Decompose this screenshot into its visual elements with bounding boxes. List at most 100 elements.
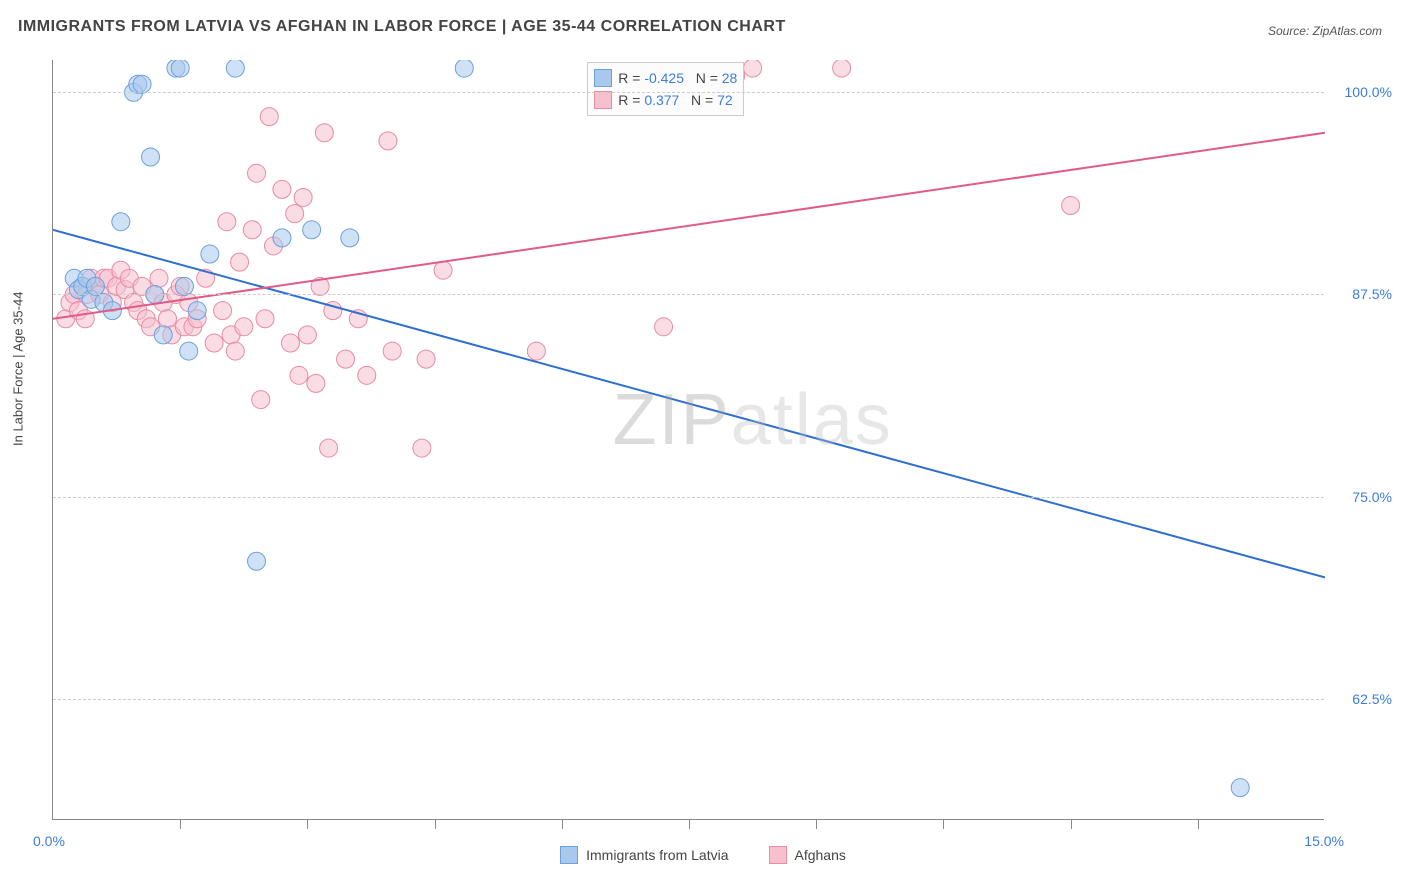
scatter-point — [307, 374, 325, 392]
scatter-point — [434, 261, 452, 279]
trend-line — [53, 133, 1325, 319]
scatter-point — [226, 60, 244, 77]
scatter-point — [154, 326, 172, 344]
scatter-point — [337, 350, 355, 368]
scatter-point — [180, 294, 198, 312]
scatter-point — [99, 269, 117, 287]
scatter-point — [1062, 197, 1080, 215]
scatter-point — [273, 180, 291, 198]
scatter-point — [103, 294, 121, 312]
scatter-point — [379, 132, 397, 150]
scatter-point — [76, 310, 94, 328]
scatter-point — [158, 310, 176, 328]
x-tick — [435, 819, 436, 829]
scatter-point — [286, 205, 304, 223]
scatter-point — [197, 269, 215, 287]
scatter-point — [116, 281, 134, 299]
scatter-point — [222, 326, 240, 344]
scatter-point — [833, 60, 851, 77]
chart-svg — [53, 60, 1325, 820]
scatter-point — [184, 318, 202, 336]
correlation-legend: R = -0.425 N = 28R = 0.377 N = 72 — [587, 62, 744, 116]
scatter-point — [188, 302, 206, 320]
legend-swatch — [594, 69, 612, 87]
y-tick-label: 62.5% — [1352, 691, 1392, 707]
scatter-point — [320, 439, 338, 457]
watermark-bold: ZIP — [613, 380, 731, 460]
trend-line — [53, 230, 1325, 578]
scatter-point — [137, 310, 155, 328]
gridline — [53, 497, 1324, 498]
legend-label: Immigrants from Latvia — [586, 847, 728, 863]
plot-area: ZIPatlas R = -0.425 N = 28R = 0.377 N = … — [52, 60, 1324, 820]
scatter-point — [180, 342, 198, 360]
scatter-point — [112, 261, 130, 279]
scatter-point — [82, 290, 100, 308]
scatter-point — [129, 302, 147, 320]
scatter-point — [214, 302, 232, 320]
gridline — [53, 294, 1324, 295]
scatter-point — [175, 318, 193, 336]
x-tick — [562, 819, 563, 829]
legend-swatch — [560, 846, 578, 864]
scatter-point — [78, 269, 96, 287]
scatter-point — [112, 213, 130, 231]
legend-swatch — [594, 91, 612, 109]
scatter-point — [171, 277, 189, 295]
scatter-point — [235, 318, 253, 336]
scatter-point — [188, 310, 206, 328]
scatter-point — [69, 281, 87, 299]
scatter-point — [142, 148, 160, 166]
legend-row: R = -0.425 N = 28 — [594, 67, 737, 89]
scatter-point — [281, 334, 299, 352]
scatter-point — [248, 164, 266, 182]
x-tick — [180, 819, 181, 829]
chart-title: IMMIGRANTS FROM LATVIA VS AFGHAN IN LABO… — [18, 18, 786, 36]
watermark: ZIPatlas — [613, 379, 893, 461]
scatter-point — [125, 294, 143, 312]
scatter-point — [294, 188, 312, 206]
scatter-point — [61, 294, 79, 312]
scatter-point — [201, 245, 219, 263]
scatter-point — [133, 75, 151, 93]
scatter-point — [218, 213, 236, 231]
scatter-point — [417, 350, 435, 368]
scatter-point — [167, 60, 185, 77]
x-tick — [943, 819, 944, 829]
scatter-point — [252, 391, 270, 409]
x-tick — [1198, 819, 1199, 829]
scatter-point — [163, 326, 181, 344]
scatter-point — [133, 277, 151, 295]
scatter-point — [527, 342, 545, 360]
legend-item: Immigrants from Latvia — [560, 846, 728, 864]
scatter-point — [231, 253, 249, 271]
scatter-point — [290, 366, 308, 384]
scatter-point — [303, 221, 321, 239]
scatter-point — [383, 342, 401, 360]
scatter-point — [298, 326, 316, 344]
y-tick-label: 87.5% — [1352, 286, 1392, 302]
scatter-point — [74, 277, 92, 295]
scatter-point — [120, 269, 138, 287]
scatter-point — [69, 302, 87, 320]
scatter-point — [95, 269, 113, 287]
scatter-point — [82, 269, 100, 287]
scatter-point — [86, 277, 104, 295]
scatter-point — [171, 60, 189, 77]
scatter-point — [154, 294, 172, 312]
scatter-point — [108, 277, 126, 295]
scatter-point — [358, 366, 376, 384]
scatter-point — [74, 277, 92, 295]
watermark-thin: atlas — [731, 380, 893, 460]
scatter-point — [655, 318, 673, 336]
scatter-point — [95, 294, 113, 312]
scatter-point — [264, 237, 282, 255]
scatter-point — [86, 277, 104, 295]
x-tick — [689, 819, 690, 829]
scatter-point — [256, 310, 274, 328]
scatter-point — [744, 60, 762, 77]
scatter-point — [273, 229, 291, 247]
source-attribution: Source: ZipAtlas.com — [1268, 24, 1382, 38]
y-axis-title: In Labor Force | Age 35-44 — [11, 292, 26, 446]
scatter-point — [1231, 779, 1249, 797]
